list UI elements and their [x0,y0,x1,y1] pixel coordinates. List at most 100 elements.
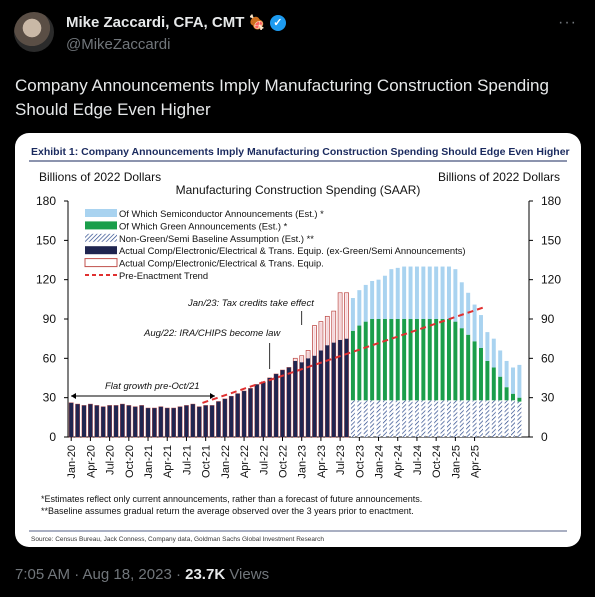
actual-bar [126,405,131,437]
announced-fill [332,312,335,343]
legend-label: Pre-Enactment Trend [119,270,208,281]
views-count: 23.7K [185,566,226,583]
green-bar [427,319,432,401]
y-tick-right-label: 30 [541,391,555,405]
semiconductor-bar [434,266,439,319]
actual-bar [75,404,80,437]
actual-bar [107,405,112,437]
avatar[interactable] [14,12,54,52]
y-tick-right-label: 150 [541,233,561,247]
green-bar [440,319,445,401]
actual-bar [178,406,183,437]
baseline-bar [466,400,471,437]
actual-bar [267,378,272,437]
legend-swatch [85,233,117,242]
semiconductor-bar [389,269,394,319]
y-tick-right-label: 120 [541,273,561,287]
green-bar [453,321,458,401]
actual-bar [184,405,189,437]
tweet-media-chart[interactable]: Exhibit 1: Company Announcements Imply M… [15,133,581,547]
green-bar [357,325,362,401]
baseline-bar [491,400,496,437]
tweet-timestamp[interactable]: 7:05 AM · Aug 18, 2023 · [15,566,186,583]
y-tick-left-label: 120 [36,273,56,287]
author-row[interactable]: Mike Zaccardi, CFA, CMT 🍖 ✓ [66,14,286,31]
actual-bar [293,360,298,437]
actual-bar [261,381,266,437]
baseline-bar [440,400,445,437]
actual-bar [235,393,240,437]
green-bar [414,319,419,401]
actual-bar [312,355,317,437]
annotation-arrowhead-left [71,393,76,399]
semiconductor-bar [408,266,413,319]
y-tick-left-label: 60 [43,351,57,365]
green-bar [478,347,483,401]
baseline-bar [408,400,413,437]
chart-title: Exhibit 1: Company Announcements Imply M… [31,146,570,158]
tweet-text: Company Announcements Imply Manufacturin… [15,76,549,119]
footnote-1: *Estimates reflect only current announce… [41,494,422,504]
green-bar [491,367,496,401]
actual-bar [318,350,323,437]
actual-bar [82,405,86,437]
green-bar [395,319,400,401]
semiconductor-bar [459,282,464,329]
legend-label: Of Which Semiconductor Announcements (Es… [119,208,324,219]
actual-bar [69,402,74,437]
x-tick-label: Jan-20 [66,445,78,479]
baseline-bar [504,400,509,437]
semiconductor-bar [402,266,407,319]
legend-swatch [84,258,118,268]
baseline-bar [517,401,522,437]
green-bar [466,334,471,401]
actual-bar [101,406,106,437]
x-tick-label: Oct-20 [124,445,136,478]
announced-fill [294,359,297,361]
annotation-tax-credits: Jan/23: Tax credits take effect [187,298,314,309]
actual-bar [344,338,349,437]
legend-swatch [85,221,117,230]
actual-bar [325,345,330,437]
verified-badge-icon: ✓ [269,14,286,31]
semiconductor-bar [376,279,381,319]
more-options-icon[interactable]: ··· [558,14,577,31]
x-tick-label: Apr-25 [470,445,482,478]
legend-label: Actual Comp/Electronic/Electrical & Tran… [119,245,466,256]
green-bar [446,319,451,401]
baseline-bar [389,400,394,437]
author-handle[interactable]: @MikeZaccardi [66,36,171,53]
actual-bar [338,339,343,437]
green-bar [382,319,387,401]
baseline-bar [421,400,426,437]
green-bar [389,319,394,401]
semiconductor-bar [491,338,496,368]
y-tick-right-label: 60 [541,351,555,365]
baseline-bar [363,400,368,437]
baseline-bar [459,400,464,437]
baseline-bar [414,400,419,437]
y-tick-left-label: 30 [43,391,57,405]
green-bar [504,387,509,401]
legend-swatch [85,246,117,255]
actual-bar [158,406,163,437]
legend-swatch [85,209,117,217]
semiconductor-bar [350,298,355,331]
baseline-bar [427,400,432,437]
tweet-meta: 7:05 AM · Aug 18, 2023 · 23.7K Views [15,566,269,583]
green-bar [370,319,375,401]
green-bar [376,319,381,401]
author-name[interactable]: Mike Zaccardi, CFA, CMT [66,14,245,31]
green-bar [485,360,490,401]
baseline-bar [402,400,407,437]
green-bar [402,319,407,401]
chart-subtitle: Manufacturing Construction Spending (SAA… [176,183,421,197]
actual-bar [197,406,202,437]
green-bar [498,376,503,401]
x-tick-label: Jan-22 [220,445,232,479]
baseline-bar [370,400,375,437]
legend-label: Non-Green/Semi Baseline Assumption (Est.… [119,233,314,244]
actual-bar [88,404,93,437]
actual-bar [165,408,170,437]
green-bar [363,321,368,401]
